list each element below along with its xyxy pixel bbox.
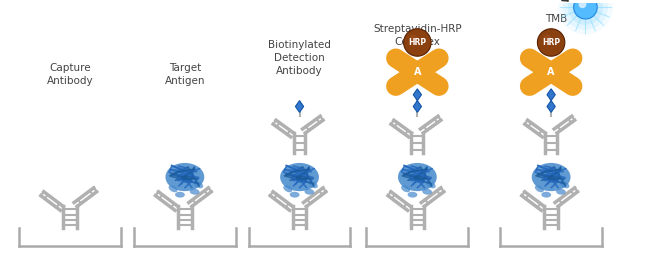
Ellipse shape — [168, 185, 177, 192]
Circle shape — [573, 0, 598, 20]
Ellipse shape — [175, 192, 185, 198]
Text: HRP: HRP — [542, 38, 560, 47]
Ellipse shape — [280, 163, 319, 191]
Ellipse shape — [290, 192, 300, 198]
Text: Target
Antigen: Target Antigen — [164, 63, 205, 86]
Circle shape — [578, 0, 586, 8]
Polygon shape — [547, 89, 555, 101]
Ellipse shape — [194, 181, 203, 188]
Circle shape — [574, 0, 597, 19]
Text: Streptavidin-HRP
Complex: Streptavidin-HRP Complex — [373, 23, 462, 47]
Ellipse shape — [556, 189, 566, 195]
Ellipse shape — [190, 189, 200, 195]
Circle shape — [558, 0, 613, 35]
Text: Capture
Antibody: Capture Antibody — [47, 63, 94, 86]
Circle shape — [543, 35, 551, 42]
Circle shape — [568, 0, 603, 25]
Circle shape — [404, 29, 431, 56]
Ellipse shape — [426, 181, 436, 188]
Polygon shape — [413, 101, 421, 112]
Polygon shape — [413, 89, 421, 101]
Ellipse shape — [283, 185, 292, 192]
Text: HRP: HRP — [408, 38, 426, 47]
Ellipse shape — [398, 163, 437, 191]
Text: Biotinylated
Detection
Antibody: Biotinylated Detection Antibody — [268, 40, 331, 76]
Text: TMB: TMB — [545, 14, 567, 24]
Polygon shape — [547, 101, 555, 112]
Ellipse shape — [408, 192, 417, 198]
Ellipse shape — [304, 189, 314, 195]
Ellipse shape — [532, 163, 571, 191]
Ellipse shape — [541, 192, 551, 198]
Ellipse shape — [309, 181, 318, 188]
Text: A: A — [413, 67, 421, 77]
Polygon shape — [295, 101, 304, 112]
Ellipse shape — [422, 189, 432, 195]
Ellipse shape — [535, 185, 544, 192]
Circle shape — [410, 35, 417, 42]
Ellipse shape — [166, 163, 204, 191]
Circle shape — [563, 0, 608, 30]
Ellipse shape — [560, 181, 569, 188]
Circle shape — [538, 29, 565, 56]
Ellipse shape — [401, 185, 410, 192]
Text: A: A — [547, 67, 555, 77]
